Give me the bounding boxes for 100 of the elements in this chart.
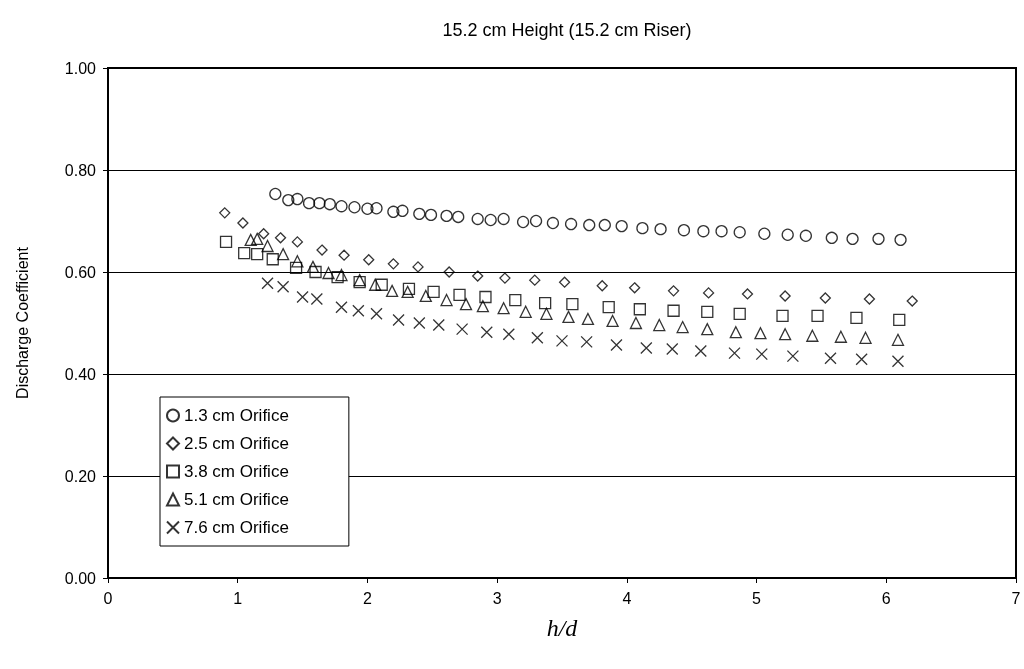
point bbox=[309, 265, 322, 279]
point bbox=[640, 341, 653, 355]
point bbox=[863, 293, 876, 305]
point bbox=[697, 225, 710, 238]
point bbox=[370, 307, 383, 320]
x-tick-label: 3 bbox=[492, 589, 502, 607]
point bbox=[653, 318, 666, 332]
point bbox=[855, 353, 868, 366]
point bbox=[402, 282, 416, 295]
point bbox=[701, 305, 714, 318]
point bbox=[509, 293, 522, 307]
point bbox=[702, 287, 715, 299]
point bbox=[628, 282, 641, 294]
point bbox=[583, 218, 596, 232]
point bbox=[891, 333, 905, 346]
point bbox=[480, 326, 493, 339]
point bbox=[497, 302, 510, 315]
point bbox=[779, 290, 791, 302]
point bbox=[476, 300, 490, 313]
point bbox=[654, 223, 667, 236]
point bbox=[786, 350, 800, 363]
point bbox=[276, 248, 290, 261]
point bbox=[581, 312, 595, 326]
point bbox=[338, 249, 350, 261]
point bbox=[666, 342, 679, 356]
point bbox=[824, 352, 837, 365]
point bbox=[413, 316, 426, 330]
point bbox=[282, 193, 295, 207]
point bbox=[606, 314, 619, 328]
legend-label: 5.1 cm Orifice bbox=[184, 490, 289, 509]
point bbox=[251, 248, 264, 261]
point bbox=[728, 346, 741, 360]
x-tick-label: 2 bbox=[362, 589, 372, 607]
point bbox=[413, 207, 426, 221]
point bbox=[313, 197, 326, 210]
point bbox=[598, 218, 611, 232]
legend-label: 3.8 cm Orifice bbox=[184, 462, 289, 481]
point bbox=[348, 201, 361, 214]
point bbox=[479, 290, 492, 304]
point bbox=[472, 270, 484, 282]
point bbox=[322, 266, 335, 280]
point bbox=[455, 322, 469, 336]
point bbox=[529, 274, 541, 286]
point bbox=[529, 214, 543, 228]
point bbox=[261, 239, 274, 253]
point bbox=[385, 284, 399, 298]
point bbox=[834, 330, 848, 343]
point bbox=[440, 209, 453, 223]
point bbox=[289, 261, 303, 275]
y-tick-label: 0.00 bbox=[64, 569, 97, 587]
point bbox=[580, 335, 593, 349]
point bbox=[335, 200, 348, 213]
x-tick-label: 6 bbox=[881, 589, 891, 607]
chart-title: 15.2 cm Height (15.2 cm Riser) bbox=[442, 20, 692, 40]
point bbox=[615, 219, 628, 233]
point bbox=[335, 268, 348, 282]
point bbox=[323, 198, 336, 211]
point bbox=[502, 328, 515, 341]
point bbox=[276, 280, 290, 293]
point bbox=[291, 255, 304, 268]
point bbox=[219, 207, 231, 219]
point bbox=[452, 210, 465, 224]
point bbox=[412, 261, 424, 273]
point bbox=[819, 292, 831, 304]
point bbox=[251, 232, 264, 245]
point bbox=[237, 217, 249, 229]
y-tick-label: 1.00 bbox=[64, 59, 97, 77]
point bbox=[859, 331, 872, 344]
point bbox=[872, 232, 885, 245]
x-tick-label: 1 bbox=[233, 589, 243, 607]
legend-label: 1.3 cm Orifice bbox=[184, 406, 289, 425]
point bbox=[629, 316, 643, 330]
point bbox=[296, 290, 309, 304]
point bbox=[443, 266, 455, 278]
point bbox=[694, 344, 707, 358]
point bbox=[741, 288, 754, 300]
point bbox=[396, 204, 409, 217]
point bbox=[440, 293, 453, 307]
point bbox=[427, 285, 440, 299]
point bbox=[269, 187, 282, 201]
point bbox=[715, 225, 728, 238]
point bbox=[274, 232, 287, 244]
point bbox=[701, 322, 714, 336]
point bbox=[754, 327, 767, 340]
point bbox=[596, 280, 608, 292]
point bbox=[893, 313, 906, 327]
point bbox=[370, 202, 383, 215]
point bbox=[238, 246, 251, 260]
point bbox=[316, 244, 328, 256]
point bbox=[755, 347, 768, 361]
y-tick-label: 0.80 bbox=[64, 161, 97, 179]
point bbox=[387, 258, 400, 270]
point bbox=[302, 197, 316, 210]
point bbox=[335, 301, 348, 314]
x-tick-label: 7 bbox=[1011, 589, 1021, 607]
legend-label: 2.5 cm Orifice bbox=[184, 434, 289, 453]
point bbox=[291, 236, 304, 248]
point bbox=[799, 229, 813, 242]
point bbox=[677, 224, 691, 237]
point bbox=[733, 307, 746, 320]
